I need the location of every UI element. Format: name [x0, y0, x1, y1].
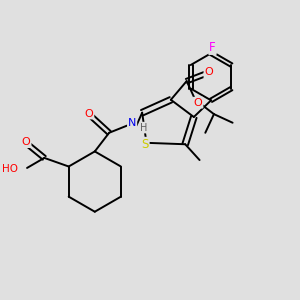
Text: N: N: [128, 118, 136, 128]
Text: S: S: [141, 138, 149, 151]
Text: O: O: [194, 98, 203, 108]
Text: H: H: [140, 123, 147, 133]
Text: HO: HO: [2, 164, 18, 174]
Text: F: F: [209, 41, 216, 54]
Text: O: O: [22, 137, 31, 147]
Text: O: O: [204, 68, 213, 77]
Text: O: O: [85, 109, 93, 118]
